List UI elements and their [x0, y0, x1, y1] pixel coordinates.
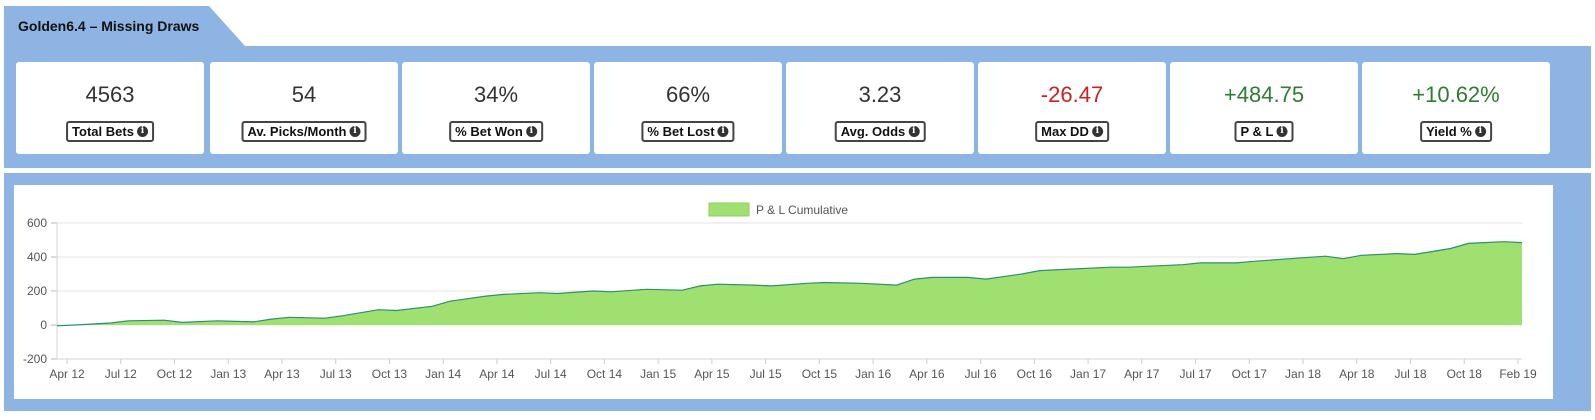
section-title: Golden6.4 – Missing Draws: [18, 18, 200, 34]
legend-swatch: [708, 202, 750, 217]
x-tick-label: Oct 14: [587, 367, 623, 381]
x-tick-label: Apr 13: [264, 367, 300, 381]
y-tick-label: 600: [27, 216, 47, 230]
stat-label-text: % Bet Won: [455, 124, 523, 139]
stat-label-text: Avg. Odds: [840, 124, 906, 139]
stat-label-text: Max DD: [1041, 124, 1089, 139]
info-icon[interactable]: i: [1276, 126, 1288, 137]
x-tick-label: Apr 14: [479, 367, 515, 381]
y-tick-label: 200: [27, 284, 47, 298]
stat-card--bet-won: 34% % Bet Won i: [402, 62, 590, 154]
x-tick-label: Jan 17: [1070, 367, 1106, 381]
stat-value: +484.75: [1223, 82, 1305, 107]
info-icon[interactable]: i: [136, 126, 148, 137]
x-tick-label: Oct 15: [802, 367, 838, 381]
info-icon[interactable]: i: [1091, 126, 1103, 137]
x-tick-label: Jan 18: [1285, 367, 1321, 381]
x-tick-label: Jul 16: [965, 367, 997, 381]
stat-label: Max DD i: [1035, 121, 1109, 142]
stat-value: -26.47: [1040, 82, 1104, 107]
x-tick-label: Oct 13: [372, 367, 408, 381]
stat-label-text: % Bet Lost: [647, 124, 715, 139]
stat-card-avg-odds: 3.23 Avg. Odds i: [786, 62, 974, 154]
stat-value: 4563: [85, 82, 135, 107]
stat-label-text: Total Bets: [72, 124, 134, 139]
info-icon[interactable]: i: [717, 126, 729, 137]
x-tick-label: Jul 18: [1395, 367, 1427, 381]
stat-label-text: P & L: [1240, 124, 1274, 139]
stats-panel: 4563 Total Bets i 54 Av. Picks/Month i 34%% Be…: [4, 46, 1591, 168]
y-tick-label: 0: [40, 318, 47, 332]
stat-card-av-picks-month: 54 Av. Picks/Month i: [210, 62, 398, 154]
stat-card--bet-lost: 66% % Bet Lost i: [594, 62, 782, 154]
x-tick-label: Apr 16: [909, 367, 945, 381]
x-tick-label: Feb 19: [1499, 367, 1537, 381]
x-tick-label: Jan 14: [425, 367, 461, 381]
stat-card-yield: +10.62% Yield % i: [1362, 62, 1550, 154]
x-tick-label: Apr 15: [694, 367, 730, 381]
section-tab: Golden6.4 – Missing Draws: [4, 6, 245, 46]
x-tick-label: Jan 13: [210, 367, 246, 381]
info-icon[interactable]: i: [525, 126, 537, 137]
info-icon[interactable]: i: [908, 126, 920, 137]
series-area-pl-cumulative: [57, 241, 1522, 326]
stat-label: % Bet Won i: [449, 121, 543, 142]
x-tick-label: Jul 15: [750, 367, 782, 381]
y-tick-label: -200: [23, 352, 47, 366]
stat-card-total-bets: 4563 Total Bets i: [16, 62, 204, 154]
x-tick-label: Oct 18: [1447, 367, 1483, 381]
x-tick-label: Oct 12: [157, 367, 193, 381]
series-line-pl-cumulative: [56, 241, 1523, 327]
stat-label-text: Yield %: [1426, 124, 1472, 139]
x-tick-label: Jul 17: [1180, 367, 1212, 381]
stat-label: Total Bets i: [66, 121, 154, 142]
x-tick-label: Jul 14: [535, 367, 567, 381]
y-tick-label: 400: [27, 250, 47, 264]
x-tick-label: Jan 16: [855, 367, 891, 381]
x-tick-label: Jan 15: [640, 367, 676, 381]
x-tick-label: Jul 12: [105, 367, 137, 381]
stat-value: 54: [291, 82, 317, 107]
chart-panel: 600 400 200 0 -200 Apr 12 Jul 12 Oct 12 Jan 13 Ap…: [4, 173, 1591, 411]
stat-label: Yield % i: [1420, 121, 1492, 142]
x-tick-label: Oct 17: [1232, 367, 1268, 381]
stat-label: % Bet Lost i: [641, 121, 735, 142]
x-tick-label: Apr 12: [49, 367, 85, 381]
stat-card-max-dd: -26.47 Max DD i: [978, 62, 1166, 154]
stat-value: 34%: [473, 82, 519, 107]
stat-value: 3.23: [858, 82, 902, 107]
x-tick-label: Oct 16: [1017, 367, 1053, 381]
stat-label: Av. Picks/Month i: [241, 121, 367, 142]
stat-value: +10.62%: [1412, 82, 1500, 107]
stat-label-text: Av. Picks/Month: [247, 124, 347, 139]
x-tick-label: Apr 18: [1339, 367, 1375, 381]
stat-label: Avg. Odds i: [834, 121, 926, 142]
info-icon[interactable]: i: [1474, 126, 1486, 137]
info-icon[interactable]: i: [349, 126, 361, 137]
x-tick-label: Apr 17: [1124, 367, 1160, 381]
chart-card: 600 400 200 0 -200 Apr 12 Jul 12 Oct 12 Jan 13 Ap…: [14, 185, 1553, 399]
x-tick-label: Jul 13: [320, 367, 352, 381]
stat-value: 66%: [665, 82, 711, 107]
legend-label: P & L Cumulative: [756, 203, 848, 217]
